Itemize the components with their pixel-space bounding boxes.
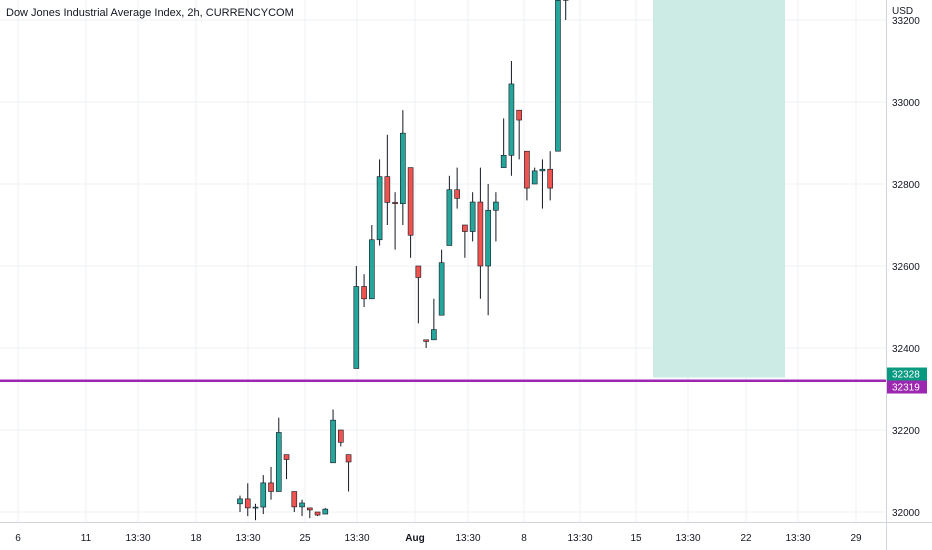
candle-body [423, 339, 429, 342]
candle-body [400, 132, 406, 204]
candle-body [338, 429, 344, 443]
candle-body [330, 419, 336, 464]
candle-body [516, 109, 522, 121]
candle-body [314, 511, 321, 516]
candle-body [508, 83, 515, 156]
candle-body [392, 202, 398, 204]
time-tick-label: 13:30 [455, 533, 480, 544]
price-tick-label: 32000 [892, 508, 920, 519]
currency-label[interactable]: USD [892, 6, 913, 17]
level-price-label: 32319 [892, 383, 920, 394]
take-profit-zone[interactable] [653, 0, 785, 378]
time-tick-label: 13:30 [344, 533, 369, 544]
candle-body [555, 0, 561, 152]
candle-body [275, 432, 282, 492]
time-tick-label: 13:30 [125, 533, 150, 544]
candle-body [485, 209, 491, 267]
candle-body [500, 155, 507, 168]
time-tick-label: 13:30 [567, 533, 592, 544]
candle-body [244, 498, 251, 509]
candle-body [539, 168, 546, 172]
time-tick-label: 25 [299, 533, 311, 544]
candle-body [345, 454, 352, 463]
time-scale-ticks: 6 11 13:30 18 13:30 25 13:30 Aug 13:30 8 13:30 15 13… [15, 533, 862, 544]
time-tick-label: 13:30 [675, 533, 700, 544]
time-tick-label: 11 [81, 533, 92, 544]
time-tick-label: 15 [630, 533, 642, 544]
time-tick-label: 6 [15, 533, 21, 544]
price-scale-tags: 339403393901:09:463232832319 [887, 367, 927, 394]
price-tick-label: 32800 [892, 180, 920, 191]
candlestick-series [237, 0, 569, 521]
time-tick-label: 13:30 [235, 533, 260, 544]
price-tick-label: 33200 [892, 16, 920, 27]
candle-body [237, 498, 243, 505]
candle-body [291, 491, 298, 508]
candle-body [252, 506, 259, 509]
time-tick-label: 18 [190, 533, 202, 544]
candle-body [361, 286, 367, 300]
candle-body [531, 170, 538, 185]
candle-body [353, 286, 360, 369]
candle-body [524, 150, 530, 189]
target-price-label: 32328 [892, 370, 920, 381]
price-tick-label: 33000 [892, 98, 920, 109]
candle-body [446, 189, 453, 246]
price-tick-label: 32400 [892, 344, 920, 355]
candle-body [260, 482, 267, 508]
chart-grid [0, 0, 886, 522]
time-tick-label: 29 [850, 533, 862, 544]
candle-body [376, 176, 383, 241]
target-price-tag [887, 367, 927, 381]
symbol-title[interactable]: Dow Jones Industrial Average Index, 2h, … [6, 7, 294, 19]
level-price-tag [887, 380, 927, 394]
candle-body [407, 167, 414, 236]
candle-body [306, 507, 313, 511]
candle-body [547, 168, 553, 189]
price-scale-background[interactable] [886, 0, 932, 550]
price-tick-label: 32200 [892, 426, 920, 437]
price-tick-label: 32600 [892, 262, 920, 273]
price-scale-ticks: 3200032200324003260032800330003320033400… [892, 16, 920, 519]
candle-body [384, 176, 391, 203]
candle-body [438, 262, 445, 316]
candle-body [369, 239, 375, 300]
candle-body [268, 482, 274, 492]
candle-body [431, 329, 437, 341]
candle-body [322, 508, 329, 515]
candle-body [462, 224, 468, 232]
candle-body [283, 454, 290, 460]
candle-body [493, 201, 499, 211]
candle-body [469, 201, 476, 232]
candle-body [454, 189, 460, 199]
time-tick-label: 22 [740, 533, 752, 544]
time-tick-label: 8 [521, 533, 527, 544]
candle-body [477, 201, 484, 267]
candle-body [299, 502, 305, 508]
time-tick-label: Aug [405, 533, 424, 544]
candle-body [415, 265, 422, 278]
time-tick-label: 13:30 [785, 533, 810, 544]
